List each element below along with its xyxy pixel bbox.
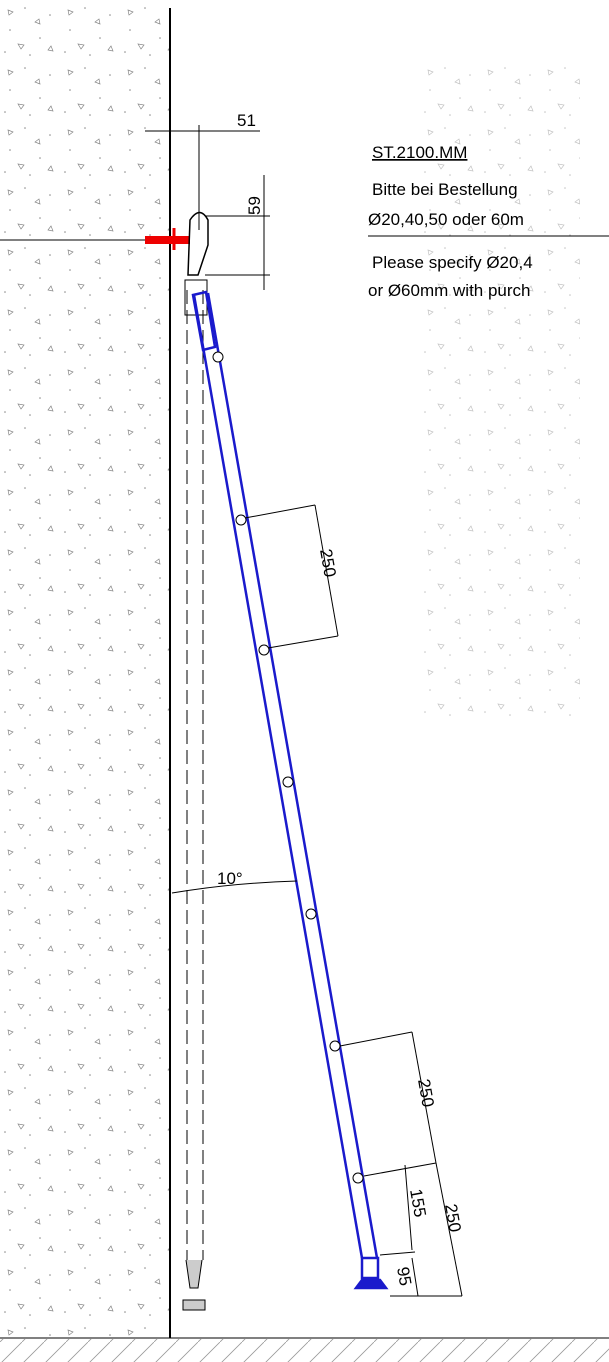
dim-label: 59 xyxy=(245,196,264,215)
anchor xyxy=(145,236,190,244)
angle-label: 10° xyxy=(217,869,243,888)
note: Bitte bei Bestellung xyxy=(372,180,518,199)
dim-label: 51 xyxy=(237,111,256,130)
note: or Ø60mm with purch xyxy=(368,281,531,300)
hinge xyxy=(187,211,209,276)
rungs xyxy=(212,351,364,1184)
product-code: ST.2100.MM xyxy=(372,143,467,162)
dimension-lines xyxy=(145,125,609,1297)
dim-label: 155 xyxy=(406,1187,430,1218)
note: Ø20,40,50 oder 60m xyxy=(368,210,524,229)
stowed-foot xyxy=(182,1259,206,1311)
ground xyxy=(0,1339,609,1362)
dim-label: 250 xyxy=(414,1077,438,1108)
ladder xyxy=(191,290,389,1290)
bracket xyxy=(184,279,208,316)
wall xyxy=(0,0,170,1338)
note: Please specify Ø20,4 xyxy=(372,253,533,272)
dim-label: 95 xyxy=(393,1265,415,1287)
dim-label: 250 xyxy=(316,547,340,578)
dim-label: 250 xyxy=(441,1202,465,1233)
concrete-section xyxy=(420,60,580,720)
stowed-ladder xyxy=(186,290,204,1260)
